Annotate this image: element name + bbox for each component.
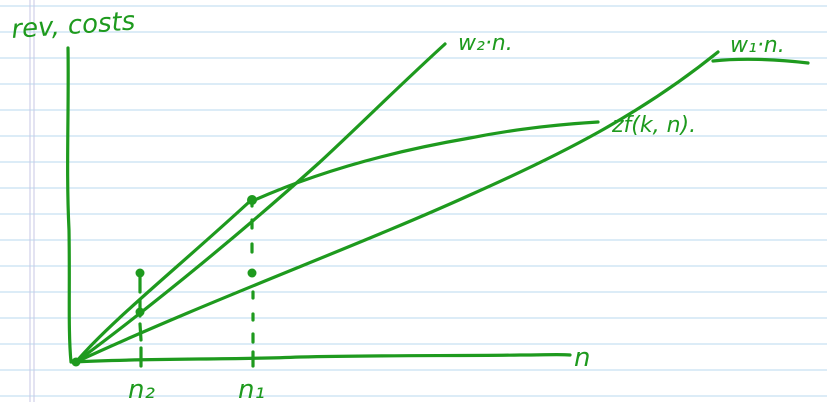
point-w1-at-n2 xyxy=(135,307,145,317)
y-axis-label: rev, costs xyxy=(10,6,136,45)
origin-point xyxy=(71,357,81,367)
point-revenue-at-n1 xyxy=(247,195,257,205)
y-axis xyxy=(66,46,73,364)
ink-layer xyxy=(66,42,810,368)
shallow-line-label: w₁·n. xyxy=(730,33,785,58)
revenue-curve-label: zf(k, n). xyxy=(611,113,696,138)
n1-vertical-marker xyxy=(250,198,255,368)
w1-cost-line xyxy=(74,50,720,364)
x-axis xyxy=(70,352,572,364)
w2-cost-line xyxy=(74,42,447,364)
steep-line-label: w₂·n. xyxy=(458,31,513,56)
x-axis-label: n xyxy=(574,343,590,373)
n1-tick-label: n₁ xyxy=(238,375,265,402)
steep-line-label-underline xyxy=(711,57,810,65)
notebook-margin xyxy=(29,0,35,402)
point-w2-at-n2 xyxy=(135,268,145,278)
notebook-rules xyxy=(0,5,827,397)
n2-vertical-marker xyxy=(138,270,143,368)
point-w1-at-n1 xyxy=(247,268,257,278)
n2-tick-label: n₂ xyxy=(128,375,155,402)
